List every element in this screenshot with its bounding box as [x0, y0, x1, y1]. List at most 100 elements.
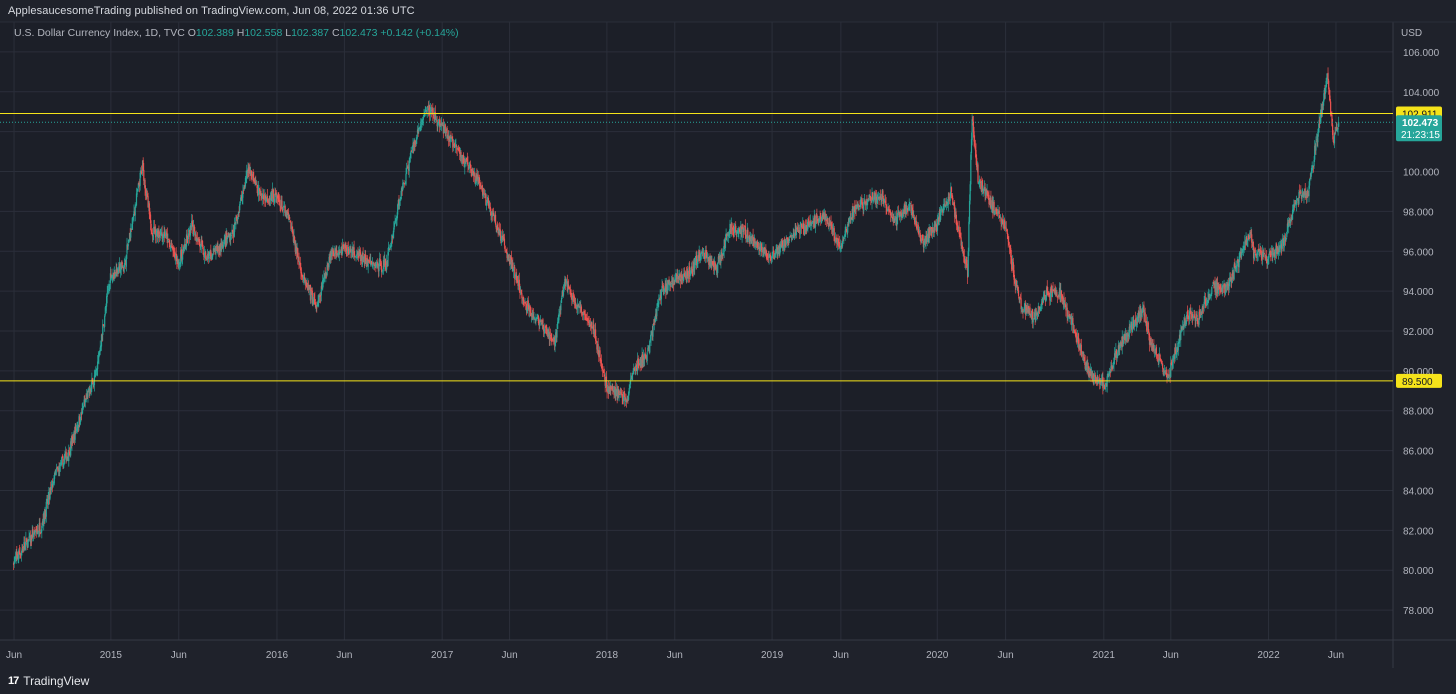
candle-down: [742, 227, 744, 229]
candle-up: [194, 233, 197, 237]
candle-up: [997, 211, 999, 214]
candle-down: [722, 254, 724, 256]
candle-up: [484, 194, 486, 196]
candle-down: [520, 291, 522, 293]
candle-up: [334, 248, 336, 256]
candle-down: [527, 300, 529, 306]
candle-up: [78, 416, 80, 428]
candle-down: [917, 224, 919, 232]
candle-up: [656, 307, 658, 317]
candle-down: [1118, 344, 1120, 350]
candle-down: [643, 356, 645, 361]
candle-down: [654, 319, 656, 323]
candle-up: [667, 282, 669, 292]
candle-up: [1031, 310, 1033, 320]
candle-up: [700, 253, 702, 260]
candle-up: [415, 141, 417, 144]
candle-down: [874, 192, 876, 204]
candle-down: [1078, 337, 1080, 349]
candle-down: [1253, 245, 1255, 259]
candle-down: [765, 250, 768, 259]
candle-down: [275, 192, 277, 194]
candle-up: [536, 317, 538, 320]
candle-down: [210, 250, 212, 257]
candle-up: [644, 354, 646, 360]
candle-up: [1204, 298, 1206, 303]
candle-down: [508, 259, 511, 265]
candle-up: [1032, 318, 1034, 323]
candle-down: [285, 211, 288, 218]
candle-up: [70, 441, 72, 456]
candle-down: [148, 203, 150, 215]
candle-up: [680, 276, 682, 281]
candle-up: [228, 235, 230, 238]
candle-up: [296, 248, 298, 254]
candle-up: [614, 387, 616, 395]
candle-down: [1164, 370, 1166, 373]
candle-up: [675, 273, 677, 280]
candle-down: [857, 204, 859, 209]
candle-down: [494, 214, 497, 225]
candle-down: [496, 224, 499, 231]
candle-down: [16, 552, 18, 555]
candle-down: [342, 244, 344, 246]
tradingview-logo[interactable]: 17 TradingView: [8, 674, 89, 688]
candle-down: [552, 339, 554, 342]
candle-up: [170, 246, 172, 249]
candle-down: [182, 249, 184, 252]
price-chart[interactable]: 106.000104.000102.000100.00098.00096.000…: [0, 0, 1456, 668]
candle-down: [1202, 307, 1204, 309]
candle-down: [569, 289, 572, 295]
candle-down: [1321, 110, 1323, 114]
candle-up: [1005, 227, 1007, 229]
candle-up: [737, 231, 739, 234]
candle-down: [1281, 243, 1283, 249]
candle-up: [1313, 160, 1315, 167]
candle-down: [600, 359, 602, 362]
candle-down: [447, 136, 450, 140]
candle-down: [357, 252, 359, 255]
candle-down: [636, 367, 638, 371]
candle-down: [827, 218, 829, 224]
candle-up: [1195, 319, 1197, 321]
candle-up: [1069, 315, 1071, 319]
candle-up: [539, 319, 541, 323]
candle-down: [1109, 370, 1111, 372]
candle-down: [613, 390, 615, 395]
candle-down: [976, 157, 978, 167]
candle-down: [1162, 363, 1164, 369]
low-value: 102.387: [291, 27, 332, 39]
candle-down: [744, 226, 746, 228]
candle-up: [336, 253, 338, 255]
candle-down: [150, 223, 152, 232]
candle-down: [1062, 297, 1064, 305]
candle-up: [1145, 322, 1147, 323]
candle-down: [1133, 320, 1135, 329]
candle-up: [1231, 272, 1233, 283]
price-tick-label: 90.000: [1403, 367, 1434, 378]
candle-down: [267, 199, 269, 202]
candle-down: [919, 232, 921, 238]
candle-down: [858, 206, 860, 207]
candle-up: [982, 190, 984, 192]
candle-down: [993, 202, 995, 213]
candle-up: [928, 228, 930, 243]
candle-down: [958, 226, 960, 235]
candle-down: [639, 364, 641, 367]
candle-down: [516, 275, 518, 281]
candle-up: [43, 512, 45, 527]
candle-up: [1306, 190, 1308, 198]
candle-up: [903, 205, 905, 214]
candle-down: [294, 241, 296, 252]
candle-down: [217, 250, 220, 252]
candle-down: [875, 196, 878, 203]
candle-up: [174, 254, 177, 259]
candle-down: [785, 241, 787, 246]
candle-down: [417, 130, 419, 133]
candle-down: [327, 264, 329, 266]
candle-down: [1225, 284, 1227, 288]
candle-up: [1123, 334, 1125, 340]
candle-up: [863, 201, 865, 211]
candle-down: [289, 216, 291, 220]
candle-up: [153, 226, 155, 235]
